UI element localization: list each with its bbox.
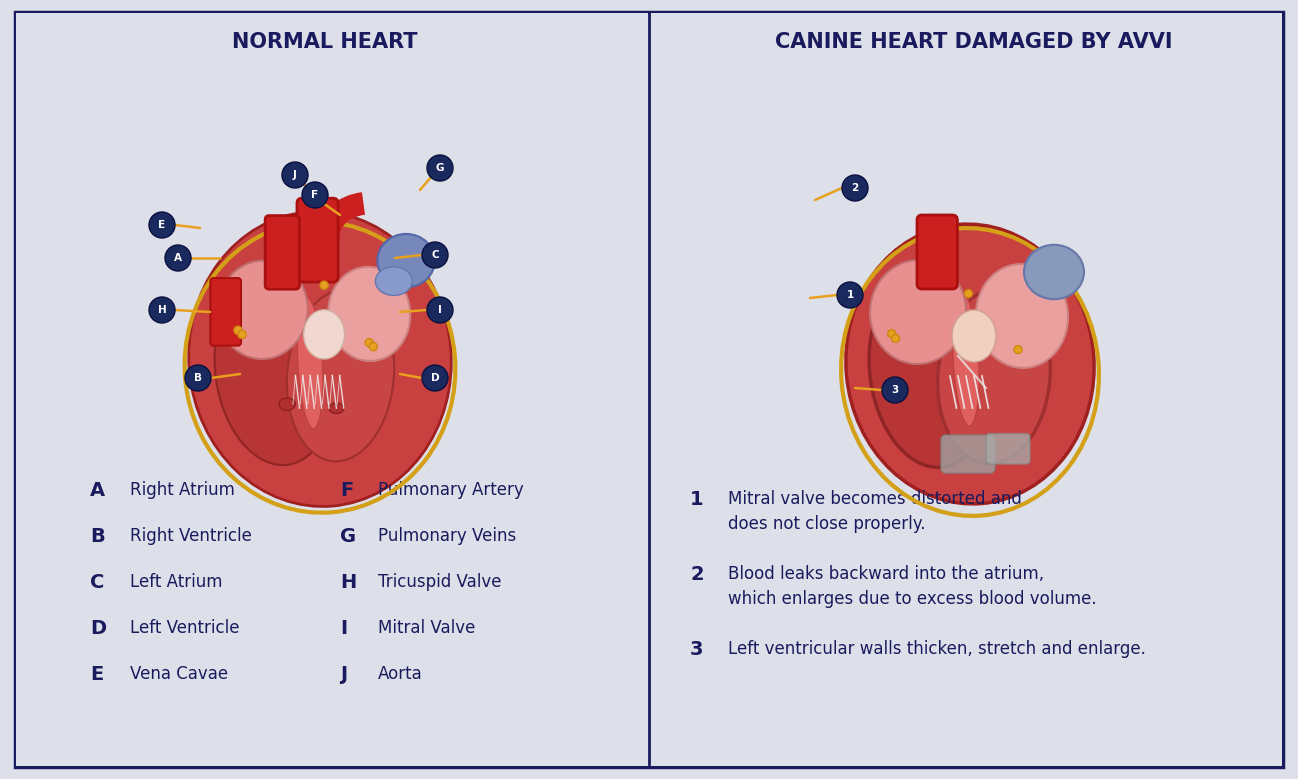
Ellipse shape bbox=[870, 260, 966, 364]
Circle shape bbox=[883, 377, 909, 403]
Circle shape bbox=[422, 242, 448, 268]
Text: I: I bbox=[340, 619, 347, 637]
Circle shape bbox=[888, 330, 896, 337]
Ellipse shape bbox=[1024, 245, 1084, 299]
Circle shape bbox=[238, 330, 247, 339]
Ellipse shape bbox=[297, 298, 323, 428]
Text: Tricuspid Valve: Tricuspid Valve bbox=[378, 573, 501, 591]
Text: D: D bbox=[431, 373, 439, 383]
FancyBboxPatch shape bbox=[16, 13, 648, 766]
Text: 3: 3 bbox=[892, 385, 898, 395]
Text: B: B bbox=[90, 527, 105, 545]
Text: J: J bbox=[293, 170, 297, 180]
Text: A: A bbox=[174, 253, 182, 263]
Circle shape bbox=[422, 365, 448, 391]
Text: 2: 2 bbox=[851, 183, 858, 193]
Ellipse shape bbox=[214, 277, 335, 465]
Text: 1: 1 bbox=[691, 490, 704, 509]
Ellipse shape bbox=[846, 224, 1094, 504]
Circle shape bbox=[837, 282, 863, 308]
Ellipse shape bbox=[287, 290, 395, 461]
Text: H: H bbox=[340, 573, 356, 591]
Text: E: E bbox=[158, 220, 166, 230]
Text: Pulmonary Veins: Pulmonary Veins bbox=[378, 527, 517, 545]
Text: E: E bbox=[90, 664, 104, 683]
Text: H: H bbox=[157, 305, 166, 315]
Ellipse shape bbox=[951, 310, 996, 362]
Circle shape bbox=[369, 343, 378, 351]
Circle shape bbox=[234, 326, 243, 334]
Text: Right Atrium: Right Atrium bbox=[130, 481, 235, 499]
Text: C: C bbox=[90, 573, 104, 591]
Text: Left ventricular walls thicken, stretch and enlarge.: Left ventricular walls thicken, stretch … bbox=[728, 640, 1146, 658]
Ellipse shape bbox=[953, 294, 979, 426]
Ellipse shape bbox=[328, 266, 410, 361]
Text: NORMAL HEART: NORMAL HEART bbox=[232, 32, 417, 52]
Text: B: B bbox=[193, 373, 202, 383]
FancyBboxPatch shape bbox=[16, 12, 1282, 767]
FancyBboxPatch shape bbox=[986, 434, 1031, 464]
Text: Mitral Valve: Mitral Valve bbox=[378, 619, 475, 637]
FancyBboxPatch shape bbox=[297, 198, 337, 282]
Text: D: D bbox=[90, 619, 106, 637]
Text: A: A bbox=[90, 481, 105, 499]
Text: G: G bbox=[436, 163, 444, 173]
FancyBboxPatch shape bbox=[265, 216, 300, 289]
Circle shape bbox=[365, 339, 374, 347]
FancyBboxPatch shape bbox=[210, 278, 241, 346]
Text: Mitral valve becomes distorted and
does not close properly.: Mitral valve becomes distorted and does … bbox=[728, 490, 1022, 533]
Ellipse shape bbox=[304, 310, 344, 359]
Ellipse shape bbox=[279, 398, 296, 411]
Text: Blood leaks backward into the atrium,
which enlarges due to excess blood volume.: Blood leaks backward into the atrium, wh… bbox=[728, 565, 1097, 608]
Text: G: G bbox=[340, 527, 356, 545]
Circle shape bbox=[427, 297, 453, 323]
Circle shape bbox=[282, 162, 308, 188]
Circle shape bbox=[165, 245, 191, 271]
FancyBboxPatch shape bbox=[916, 215, 958, 289]
Text: Aorta: Aorta bbox=[378, 665, 423, 683]
Ellipse shape bbox=[218, 261, 308, 359]
Text: CANINE HEART DAMAGED BY AVVI: CANINE HEART DAMAGED BY AVVI bbox=[775, 32, 1172, 52]
Circle shape bbox=[149, 212, 175, 238]
Text: Right Ventricle: Right Ventricle bbox=[130, 527, 252, 545]
Text: 3: 3 bbox=[691, 640, 704, 659]
Ellipse shape bbox=[378, 234, 435, 287]
Circle shape bbox=[842, 175, 868, 201]
Text: Vena Cavae: Vena Cavae bbox=[130, 665, 228, 683]
Text: Pulmonary Artery: Pulmonary Artery bbox=[378, 481, 524, 499]
Ellipse shape bbox=[375, 266, 413, 295]
Text: Left Ventricle: Left Ventricle bbox=[130, 619, 240, 637]
Text: C: C bbox=[431, 250, 439, 260]
Text: I: I bbox=[437, 305, 441, 315]
Circle shape bbox=[321, 281, 328, 289]
Circle shape bbox=[186, 365, 212, 391]
Circle shape bbox=[1014, 346, 1022, 354]
Circle shape bbox=[892, 334, 900, 343]
Text: 2: 2 bbox=[691, 565, 704, 584]
FancyBboxPatch shape bbox=[941, 435, 996, 473]
FancyBboxPatch shape bbox=[650, 13, 1282, 766]
Ellipse shape bbox=[328, 403, 344, 414]
Circle shape bbox=[964, 290, 972, 298]
Circle shape bbox=[302, 182, 328, 208]
Text: 1: 1 bbox=[846, 290, 854, 300]
Circle shape bbox=[149, 297, 175, 323]
Circle shape bbox=[427, 155, 453, 181]
Ellipse shape bbox=[188, 212, 452, 506]
Text: F: F bbox=[340, 481, 353, 499]
Ellipse shape bbox=[937, 288, 1050, 464]
Ellipse shape bbox=[870, 277, 990, 467]
Text: Left Atrium: Left Atrium bbox=[130, 573, 222, 591]
Text: F: F bbox=[312, 190, 318, 200]
Ellipse shape bbox=[976, 264, 1068, 368]
Text: J: J bbox=[340, 664, 347, 683]
